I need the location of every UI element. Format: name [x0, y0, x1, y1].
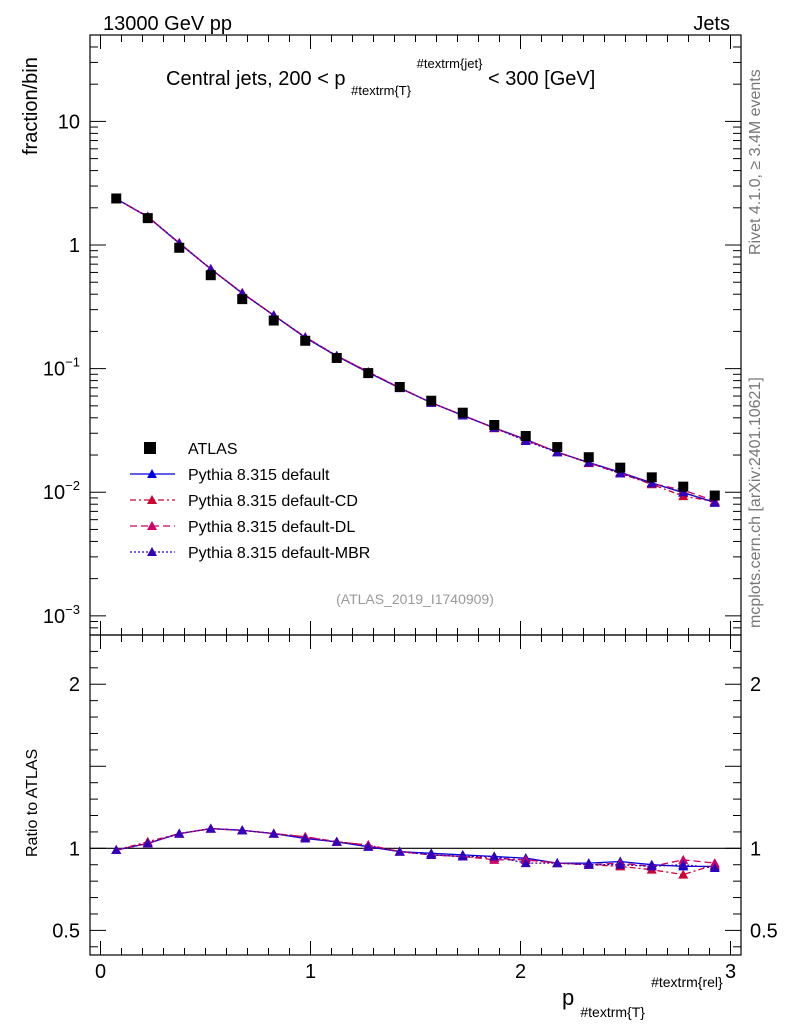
title-sub: #textrm{T} — [351, 83, 412, 98]
ratio-marker-3 — [394, 846, 405, 856]
series-line-1 — [115, 198, 715, 503]
legend-marker-1 — [147, 495, 157, 504]
ratio-marker-3 — [331, 836, 342, 846]
ratio-marker-3 — [646, 861, 657, 871]
svg-text:p #textrm{T} #text: p #textrm{T} #textrm{rel} — [562, 974, 723, 1022]
data-point — [363, 368, 374, 379]
ratio-marker-3 — [489, 851, 500, 861]
legend-label-3: Pythia 8.315 default-MBR — [188, 545, 370, 562]
data-point — [678, 481, 689, 492]
x-label-sup: #textrm{rel} — [651, 974, 723, 990]
data-point — [142, 213, 153, 224]
ratio-marker-2 — [709, 858, 720, 868]
series-marker-3 — [709, 497, 720, 507]
y-tick-label: 1 — [69, 235, 80, 257]
legend-label-1: Pythia 8.315 default-CD — [188, 493, 358, 510]
ratio-marker-3 — [615, 859, 626, 869]
data-point — [174, 242, 185, 253]
ratio-marker-3 — [268, 828, 279, 838]
title-sup: #textrm{jet} — [417, 56, 483, 71]
ratio-marker-2 — [678, 854, 689, 864]
ratio-marker-3 — [111, 844, 122, 854]
side-label-version: Rivet 4.1.0, ≥ 3.4M events — [747, 69, 764, 255]
legend-label-data: ATLAS — [188, 441, 238, 458]
legend-marker-2 — [147, 521, 157, 530]
data-point — [268, 315, 279, 326]
ratio-tick-label-right: 0.5 — [750, 920, 778, 942]
legend-label-2: Pythia 8.315 default-DL — [188, 519, 355, 536]
ratio-marker-3 — [678, 859, 689, 869]
data-point — [300, 335, 311, 346]
side-label-source: mcplots.cern.ch [arXiv:2401.10621] — [747, 377, 764, 628]
plot-title: Central jets, 200 < p #textrm{T} #textrm… — [166, 51, 595, 100]
y-tick-label: 10−3 — [43, 602, 80, 628]
ratio-tick-label-right: 2 — [750, 674, 761, 696]
data-point — [426, 395, 437, 406]
series-marker-3 — [646, 478, 657, 488]
data-point — [394, 382, 405, 393]
legend-marker-data — [144, 442, 156, 454]
ratio-marker-3 — [300, 833, 311, 843]
title-part-1: Central jets, 200 < p — [166, 68, 346, 90]
data-point — [237, 294, 248, 305]
x-tick-label: 0 — [95, 961, 106, 983]
ratio-marker-3 — [520, 858, 531, 868]
title-part-2: < 300 [GeV] — [488, 68, 595, 90]
data-point — [489, 419, 500, 430]
header-right: Jets — [693, 13, 730, 35]
analysis-watermark: (ATLAS_2019_I1740909) — [336, 591, 494, 607]
header-left: 13000 GeV pp — [103, 13, 232, 35]
y-tick-label: 10−2 — [43, 478, 80, 504]
ratio-tick-label: 2 — [69, 674, 80, 696]
ratio-marker-3 — [552, 858, 563, 868]
ratio-marker-3 — [363, 841, 374, 851]
x-label-sub: #textrm{T} — [580, 1004, 645, 1020]
y-tick-label: 10−1 — [43, 355, 80, 381]
x-axis-label: p #textrm{T} #textrm{rel} — [562, 974, 723, 1022]
data-point — [552, 442, 563, 453]
data-point — [205, 270, 216, 281]
ratio-marker-3 — [426, 849, 437, 859]
data-point — [646, 472, 657, 483]
ratio-y-axis-label: Ratio to ATLAS — [24, 749, 41, 857]
x-label-main: p — [562, 985, 574, 1010]
x-tick-label: 2 — [515, 961, 526, 983]
ratio-tick-label-right: 1 — [750, 838, 761, 860]
ratio-marker-3 — [142, 838, 153, 848]
ratio-tick-label: 1 — [69, 838, 80, 860]
ratio-marker-3 — [205, 823, 216, 833]
y-axis-label: fraction/bin — [20, 57, 42, 155]
legend-label-0: Pythia 8.315 default — [188, 467, 330, 484]
data-point — [709, 490, 720, 501]
svg-text:Central jets, 200 < p #t: Central jets, 200 < p #textrm{T} #textrm… — [166, 51, 595, 100]
data-point — [111, 193, 122, 204]
series-line-3 — [115, 198, 716, 504]
legend-marker-3 — [147, 547, 157, 556]
data-point — [583, 452, 594, 463]
ratio-tick-label: 0.5 — [52, 920, 80, 942]
legend-marker-0 — [147, 469, 157, 478]
series-marker-3 — [678, 487, 689, 497]
x-tick-label: 3 — [725, 961, 736, 983]
ratio-line-2 — [116, 827, 715, 868]
ratio-marker-3 — [174, 828, 185, 838]
data-point — [615, 462, 626, 473]
ratio-marker-3 — [457, 851, 468, 861]
series-marker-3 — [615, 468, 626, 478]
data-point — [331, 352, 342, 363]
ratio-marker-1 — [678, 869, 689, 879]
y-tick-label: 10 — [58, 111, 80, 133]
ratio-marker-3 — [709, 863, 720, 873]
x-tick-label: 1 — [305, 961, 316, 983]
data-point — [520, 431, 531, 442]
ratio-marker-3 — [237, 825, 248, 835]
ratio-marker-3 — [583, 859, 594, 869]
data-point — [457, 407, 468, 418]
